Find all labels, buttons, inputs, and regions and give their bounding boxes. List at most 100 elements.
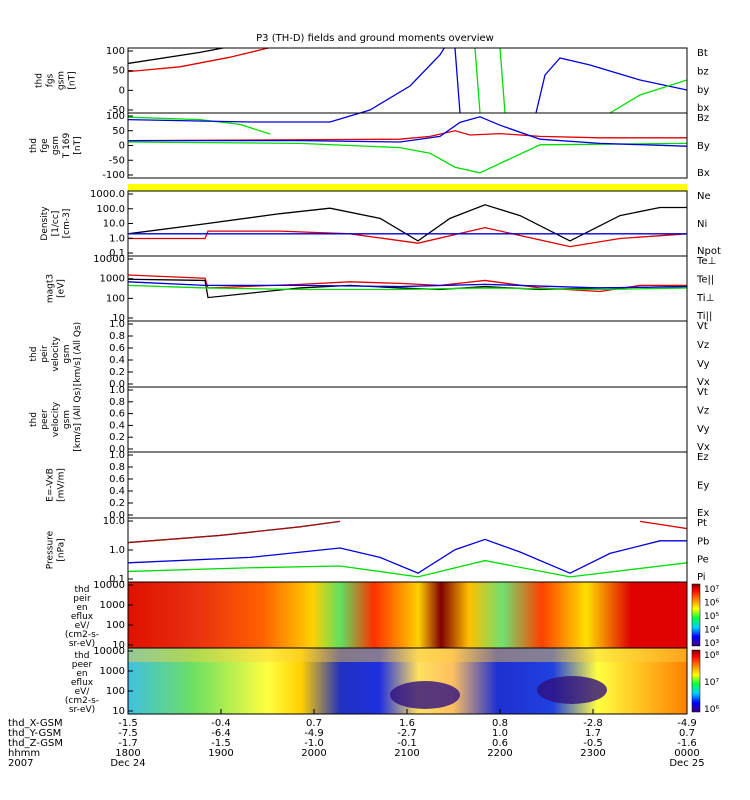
legend-peir-Vt: Vt <box>697 321 708 332</box>
xrow-value: 2000 <box>301 748 326 759</box>
xrow-value: -1.5 <box>211 738 231 749</box>
ylabel-peir: velocity <box>51 336 61 372</box>
fgs-bx-spike <box>454 48 461 114</box>
ytick-label-fgs: 50 <box>112 66 125 77</box>
panel-frame-fge <box>127 112 688 179</box>
legend-fgs-by: by <box>697 85 709 96</box>
ylabel-peir_en: eflux <box>71 612 94 622</box>
ytick-label-peer_en: 100 <box>106 686 125 697</box>
ylabel-efield: [mV/m] <box>57 468 67 502</box>
xrow-value: -1.5 <box>118 718 138 729</box>
xrow-label-hhmm: hhmm <box>8 748 40 759</box>
colorbar-label-peir_en: 10⁷ <box>704 585 719 595</box>
ytick-label-density: 0.1 <box>109 248 125 259</box>
peer-core-2 <box>537 676 607 704</box>
ytick-label-peir_en: 1000 <box>100 600 125 611</box>
legend-temp-Ti||: Ti|| <box>696 311 712 322</box>
ytick-label-efield: 0.6 <box>109 474 125 485</box>
ytick-label-fgs: 0 <box>119 85 125 96</box>
ytick-label-pressure: 10.0 <box>103 516 125 527</box>
legend-pressure-Pb: Pb <box>697 536 709 547</box>
xrow-value: -0.5 <box>583 738 603 749</box>
ytick-label-peir_en: 10000 <box>93 580 125 591</box>
ylabel-temp: magt3 <box>46 274 56 303</box>
xrow-value: -4.9 <box>304 728 324 739</box>
colorbar-label-peir_en: 10³ <box>704 639 719 649</box>
xrow-value: 0.6 <box>492 738 508 749</box>
xrow-label-2007: 2007 <box>8 758 33 769</box>
colorbar-label-peir_en: 10⁵ <box>704 612 719 622</box>
fge-By-line <box>128 141 687 174</box>
ylabel-peir_en: thd <box>75 585 90 595</box>
colorbar-label-peer_en: 10⁸ <box>704 651 719 661</box>
density-Ne-line <box>128 226 687 248</box>
ylabel-pressure: [nPa] <box>57 538 67 561</box>
ytick-label-efield: 1.0 <box>109 450 125 461</box>
xrow-value: 0.7 <box>306 718 322 729</box>
ylabel-fgs: gsm <box>57 71 67 90</box>
peer-top-band <box>128 648 687 662</box>
xrow-value: Dec 25 <box>669 758 704 769</box>
ytick-label-fge: -100 <box>102 170 125 181</box>
xrow-value: 1.0 <box>492 728 508 739</box>
ylabel-peer_en: eflux <box>71 678 94 688</box>
ylabel-peir: [km/s] (All Qs) <box>73 322 83 386</box>
xrow-value: 1.7 <box>585 728 601 739</box>
xrow-value: -0.1 <box>397 738 417 749</box>
legend-fgs-Bt: Bt <box>697 48 708 59</box>
ytick-label-peir: 0.8 <box>109 331 125 342</box>
ytick-label-density: 1000.0 <box>90 189 125 200</box>
ylabel-density: [1/cc] <box>51 211 61 237</box>
ylabel-peir: thd <box>29 347 39 362</box>
ytick-label-fge: -50 <box>109 155 125 166</box>
ylabel-peer_en: eV/ <box>75 687 91 697</box>
xrow-value: 0000 <box>674 748 699 759</box>
legend-fge-Bx: Bx <box>697 168 710 179</box>
xrow-label-thd_X-GSM: thd_X-GSM <box>8 718 63 729</box>
ylabel-peer: [km/s] (All Qs) <box>73 387 83 451</box>
ylabel-peer: gsm <box>62 410 72 429</box>
ylabel-peer: thd <box>29 412 39 427</box>
ytick-label-pressure: 0.1 <box>109 574 125 585</box>
ylabel-peir: gsm <box>62 344 72 363</box>
ylabel-fge: thd <box>29 138 39 153</box>
ytick-label-fgs: 100 <box>106 46 125 57</box>
xrow-value: 1.6 <box>399 718 415 729</box>
legend-density-Npot: Npot <box>697 246 721 257</box>
panel-frame-fgs <box>127 47 688 114</box>
ytick-label-density: 100.0 <box>96 204 125 215</box>
ytick-label-fge: 100 <box>106 111 125 122</box>
ytick-label-fgs: -50 <box>109 105 125 116</box>
ytick-label-peer_en: 10 <box>112 706 125 717</box>
panel-frame-peer <box>127 386 688 453</box>
legend-peir-Vx: Vx <box>697 377 710 388</box>
panel-frame-peir <box>127 320 688 388</box>
pressure-Pt-line <box>128 520 341 544</box>
ylabel-peer_en: sr-eV) <box>69 705 95 715</box>
ytick-label-peir: 1.0 <box>109 319 125 330</box>
legend-temp-Te||: Te|| <box>696 275 714 286</box>
legend-temp-Te⊥: Te⊥ <box>696 256 716 267</box>
density-Ni-line <box>128 204 687 242</box>
xrow-label-thd_Z-GSM: thd_Z-GSM <box>8 738 63 749</box>
fgs-by-spike1 <box>474 48 481 114</box>
pressure-Pb-end <box>639 520 687 530</box>
xrow-value: 2300 <box>580 748 605 759</box>
legend-efield-Ey: Ey <box>697 480 709 491</box>
colorbar-label-peer_en: 10⁶ <box>704 705 719 715</box>
legend-peer-Vt: Vt <box>697 387 708 398</box>
xrow-value: -1.6 <box>677 738 697 749</box>
legend-fge-By: By <box>697 141 710 152</box>
legend-pressure-Pi: Pi <box>697 572 706 583</box>
ytick-label-temp: 1000 <box>100 274 125 285</box>
legend-peer-Vy: Vy <box>697 424 710 435</box>
ylabel-peer_en: (cm2-s- <box>65 696 99 706</box>
xrow-value: 0.7 <box>679 728 695 739</box>
ytick-label-peir: 0.0 <box>109 379 125 390</box>
peer-core-1 <box>390 681 460 709</box>
xrow-value: 0.8 <box>492 718 508 729</box>
pressure-Pb-line <box>128 521 341 543</box>
ylabel-fge: fge <box>40 138 50 153</box>
ylabel-fgs: thd <box>35 73 45 88</box>
legend-fge-Bz: Bz <box>697 113 709 124</box>
